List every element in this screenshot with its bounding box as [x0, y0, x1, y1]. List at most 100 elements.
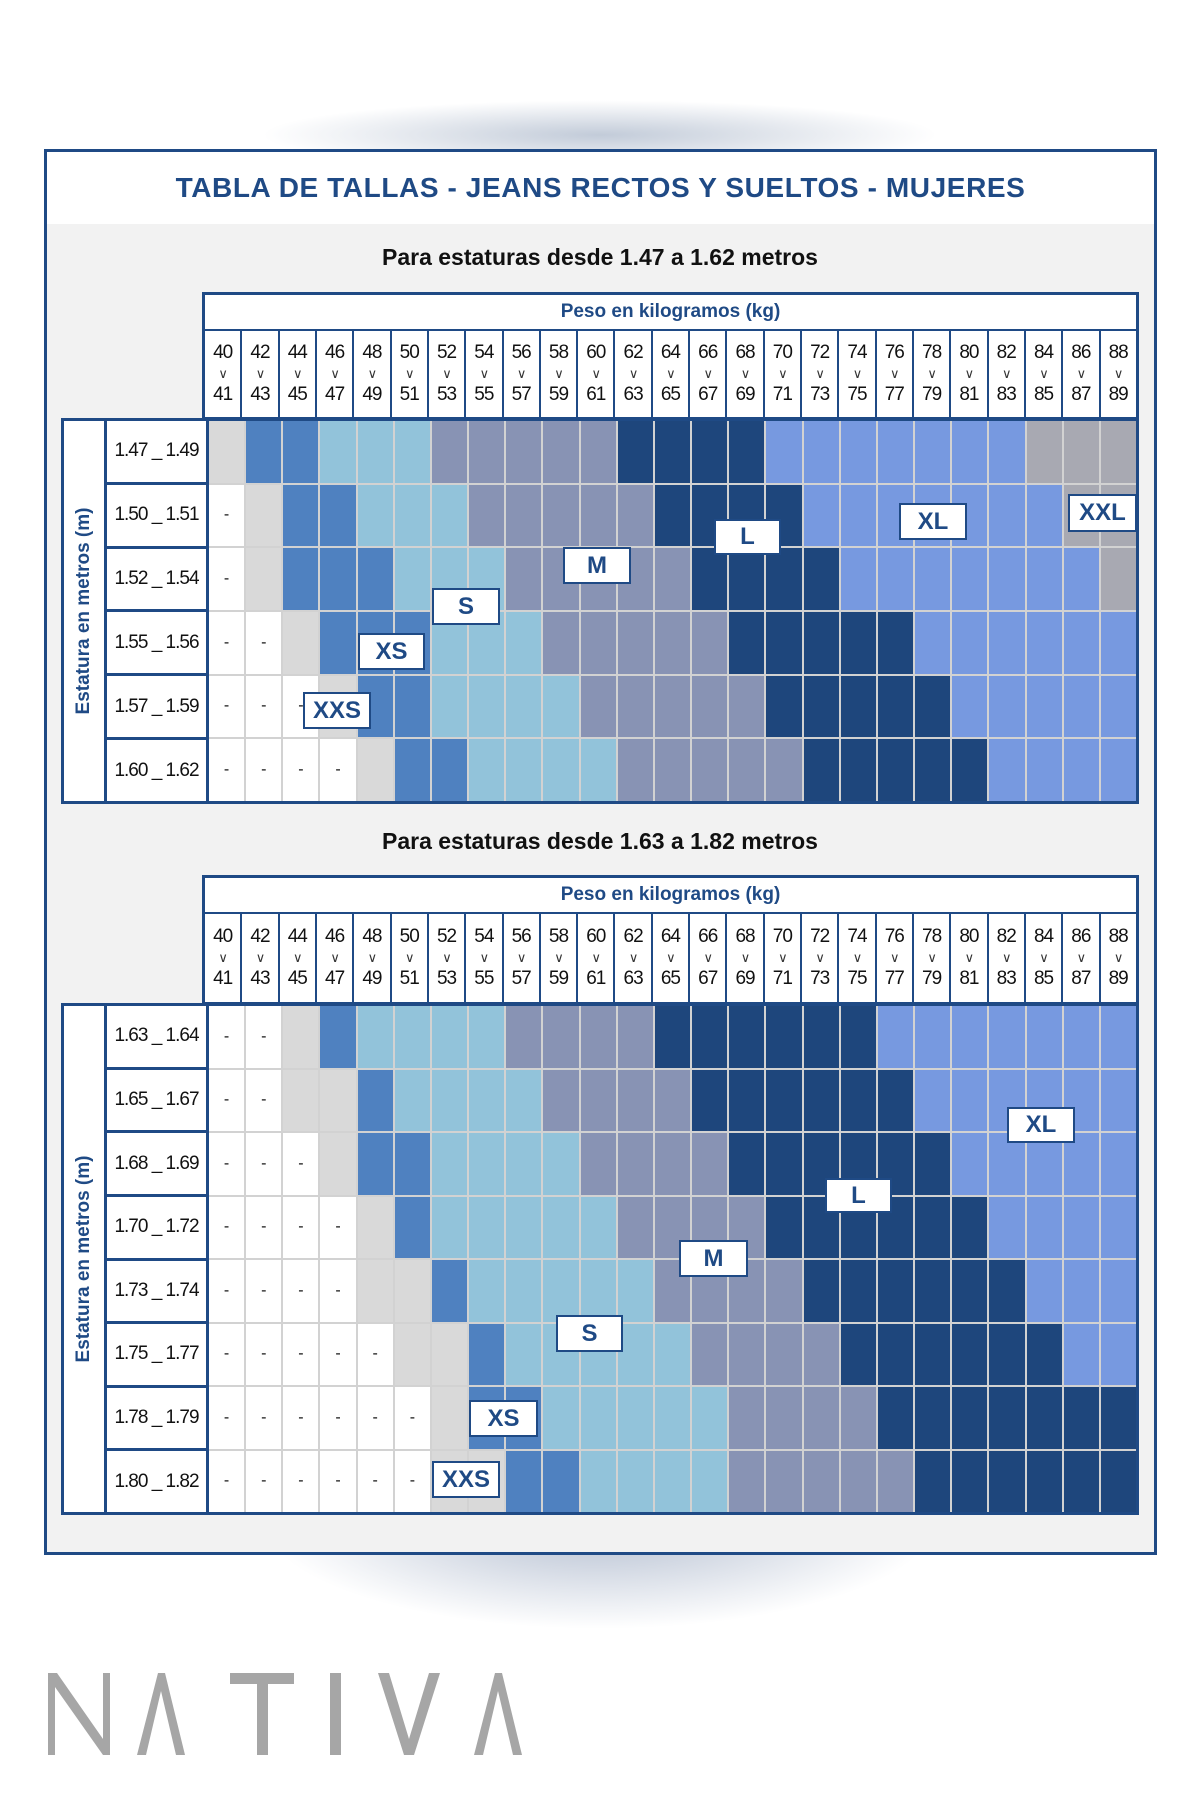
weight-to: 85 — [1033, 384, 1054, 405]
size-cell-xl — [1100, 1260, 1136, 1322]
weight-column: 58 ∨ 59 — [538, 914, 576, 1002]
size-cell-l — [877, 1069, 914, 1131]
weight-column: 52 ∨ 53 — [426, 914, 464, 1002]
size-cell-xl — [1026, 484, 1062, 547]
size-cell-xs — [394, 675, 430, 738]
size-cell-s — [580, 1260, 616, 1322]
size-cell-l — [989, 1450, 1025, 1512]
range-separator: ∨ — [964, 366, 974, 381]
size-cell-l — [766, 675, 802, 738]
size-cell-l — [1100, 1387, 1136, 1449]
weight-to: 75 — [847, 384, 867, 405]
size-cell-m — [692, 739, 728, 801]
size-cell-l — [766, 1133, 802, 1195]
size-cell-m — [729, 739, 765, 801]
size-cell-s — [580, 739, 616, 801]
size-cell-none: - — [394, 1450, 430, 1512]
size-cell-l — [803, 739, 839, 801]
weight-from: 46 — [325, 926, 345, 947]
size-cell-s — [506, 1069, 542, 1131]
size-cell-xs — [543, 1450, 579, 1512]
size-cell-xl — [989, 1196, 1025, 1258]
weight-to: 87 — [1071, 968, 1091, 989]
height-range: 1.68 _ 1.69 — [107, 1130, 206, 1194]
weight-from: 78 — [922, 926, 942, 947]
size-cell-s — [431, 1069, 468, 1131]
size-cell-m — [617, 1069, 653, 1131]
range-separator: ∨ — [516, 366, 526, 381]
weight-column: 54 ∨ 55 — [464, 914, 501, 1002]
weight-to: 63 — [623, 968, 644, 989]
size-cell-s — [692, 1450, 728, 1512]
size-cell-xs — [506, 1450, 542, 1512]
size-cell-l — [803, 1069, 839, 1131]
size-cell-none: - — [246, 1260, 282, 1322]
weight-to: 89 — [1108, 384, 1129, 405]
size-cell-m — [617, 484, 653, 547]
size-cell-s — [469, 1133, 505, 1195]
size-label-m: M — [679, 1240, 748, 1277]
size-cell-s — [431, 484, 468, 547]
size-cell-m — [803, 1450, 839, 1512]
size-cell-s — [506, 739, 542, 801]
size-cell-l — [729, 548, 765, 610]
size-label-xs: XS — [358, 633, 425, 670]
weight-column: 88 ∨ 89 — [1098, 914, 1136, 1002]
weight-to: 85 — [1033, 968, 1054, 989]
range-separator: ∨ — [666, 950, 675, 965]
size-cell-none: - — [283, 1260, 319, 1322]
size-cell-l — [803, 612, 839, 674]
range-separator: ∨ — [1039, 366, 1048, 381]
size-cell-l — [915, 1323, 951, 1385]
size-cell-s — [543, 1133, 579, 1195]
size-cell-xl — [1100, 739, 1136, 801]
weight-column: 66 ∨ 67 — [688, 331, 725, 417]
size-cell-xl — [952, 1069, 988, 1131]
height-axis-label: Estatura en metros (m) — [73, 1155, 94, 1363]
size-cell-s — [543, 739, 579, 801]
height-range: 1.60 _ 1.62 — [107, 737, 206, 801]
range-separator: ∨ — [740, 950, 750, 965]
weight-to: 59 — [548, 968, 569, 989]
weight-to: 51 — [399, 968, 420, 989]
height-range: 1.47 _ 1.49 — [114, 440, 199, 462]
size-cell-xl — [1063, 548, 1099, 610]
size-cell-xl — [1100, 1323, 1136, 1385]
weight-column: 40 ∨ 41 — [205, 914, 240, 1002]
size-cell-xs — [431, 739, 468, 801]
size-cell-l — [915, 1196, 951, 1258]
weight-to: 61 — [586, 968, 606, 989]
size-cell-xs — [357, 1133, 393, 1195]
weight-to: 41 — [213, 968, 233, 989]
size-cell-l — [803, 548, 839, 610]
size-cell-xxl — [1026, 421, 1062, 483]
size-cell-xs — [320, 484, 356, 547]
range-separator: ∨ — [554, 950, 563, 965]
weight-column: 70 ∨ 71 — [762, 331, 800, 417]
size-cell-xxs — [246, 548, 282, 610]
size-cell-l — [840, 1069, 876, 1131]
weight-from: 40 — [213, 342, 233, 363]
size-cell-m — [766, 1450, 802, 1512]
weight-to: 79 — [922, 384, 942, 405]
size-cell-xxs — [431, 1323, 468, 1385]
weight-to: 71 — [772, 384, 793, 405]
nativa-logo — [48, 1673, 522, 1755]
size-cell-s — [469, 1006, 505, 1068]
size-cell-l — [654, 421, 691, 483]
size-cell-xl — [803, 484, 839, 547]
size-cell-none: - — [209, 484, 245, 547]
weight-column: 42 ∨ 43 — [240, 331, 277, 417]
size-cell-none: - — [246, 1133, 282, 1195]
size-cell-m — [877, 1450, 914, 1512]
weight-column: 48 ∨ 49 — [352, 331, 389, 417]
size-cell-none: - — [246, 1323, 282, 1385]
size-cell-s — [431, 675, 468, 738]
size-cell-l — [952, 1387, 988, 1449]
weight-column: 80 ∨ 81 — [949, 331, 986, 417]
weight-from: 88 — [1108, 342, 1129, 363]
range-separator: ∨ — [255, 366, 265, 381]
range-separator: ∨ — [1113, 366, 1123, 381]
size-cell-l — [840, 1260, 876, 1322]
size-cell-xs — [469, 1323, 505, 1385]
